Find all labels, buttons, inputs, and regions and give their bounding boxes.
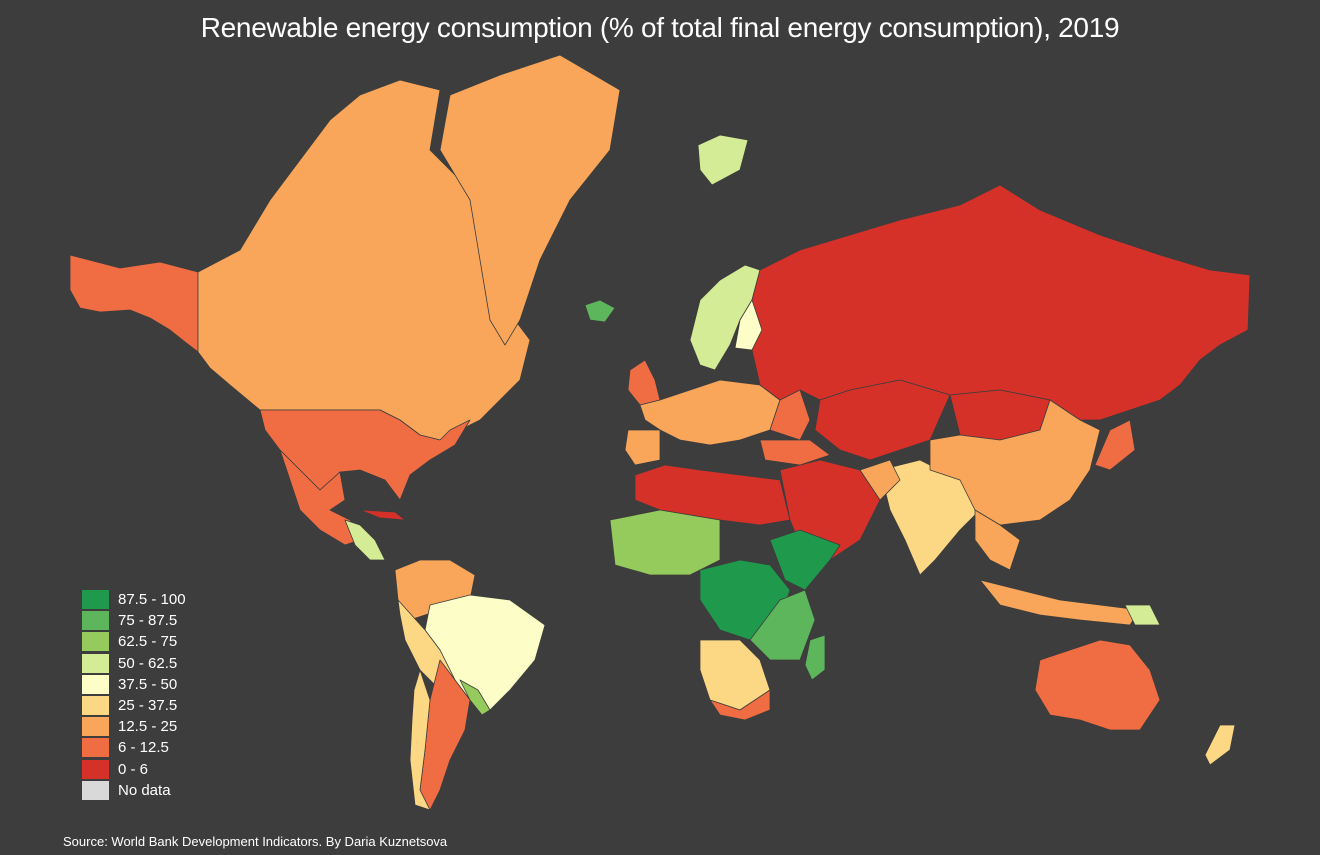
region-pakistan bbox=[859, 459, 901, 501]
region-japan bbox=[1094, 419, 1136, 471]
region-iberia bbox=[624, 429, 661, 466]
region-central-america bbox=[344, 519, 386, 561]
legend-item: 0 - 6 bbox=[82, 759, 186, 780]
region-cuba bbox=[359, 509, 406, 521]
legend-label: 75 - 87.5 bbox=[118, 612, 178, 630]
legend-item: 25 - 37.5 bbox=[82, 695, 186, 716]
legend-swatch bbox=[82, 696, 109, 716]
legend-label: 87.5 - 100 bbox=[118, 591, 186, 609]
legend-label: 62.5 - 75 bbox=[118, 633, 178, 651]
legend-item: 75 - 87.5 bbox=[82, 610, 186, 631]
legend-swatch bbox=[82, 632, 109, 652]
region-south-africa bbox=[709, 689, 771, 721]
legend-item: 62.5 - 75 bbox=[82, 631, 186, 652]
legend-label: 50 - 62.5 bbox=[118, 654, 178, 672]
region-iceland bbox=[584, 299, 616, 323]
region-greenland bbox=[439, 54, 621, 346]
region-papua bbox=[1124, 604, 1161, 626]
region-chile bbox=[409, 669, 431, 811]
region-kazakhstan-central-asia bbox=[814, 379, 951, 461]
legend-swatch bbox=[82, 653, 109, 673]
legend-label: 25 - 37.5 bbox=[118, 697, 178, 715]
region-east-africa bbox=[749, 589, 816, 661]
region-uk-ireland bbox=[627, 359, 661, 406]
region-australia bbox=[1034, 639, 1161, 731]
legend-swatch bbox=[82, 780, 109, 800]
legend-item: 87.5 - 100 bbox=[82, 589, 186, 610]
legend-swatch bbox=[82, 611, 109, 631]
region-madagascar bbox=[804, 634, 826, 681]
legend-item: No data bbox=[82, 780, 186, 801]
region-horn-of-africa bbox=[769, 529, 841, 591]
region-alaska bbox=[69, 254, 199, 353]
region-paraguay-uruguay bbox=[459, 679, 491, 716]
region-mexico bbox=[279, 449, 361, 546]
legend-item: 37.5 - 50 bbox=[82, 674, 186, 695]
region-svalbard bbox=[697, 134, 749, 186]
region-west-africa bbox=[609, 509, 721, 576]
region-russia bbox=[751, 184, 1251, 421]
map-legend: 87.5 - 100 75 - 87.5 62.5 - 75 50 - 62.5… bbox=[82, 589, 186, 801]
region-western-europe bbox=[639, 379, 781, 446]
region-north-africa bbox=[634, 464, 791, 526]
legend-swatch bbox=[82, 717, 109, 737]
legend-label: 12.5 - 25 bbox=[118, 718, 178, 736]
legend-swatch bbox=[82, 738, 109, 758]
legend-label: 0 - 6 bbox=[118, 760, 149, 778]
legend-item: 6 - 12.5 bbox=[82, 737, 186, 758]
legend-swatch bbox=[82, 590, 109, 610]
page-title: Renewable energy consumption (% of total… bbox=[200, 12, 1120, 43]
legend-swatch bbox=[82, 674, 109, 694]
legend-item: 50 - 62.5 bbox=[82, 653, 186, 674]
region-indonesia bbox=[979, 579, 1141, 626]
region-new-zealand bbox=[1204, 724, 1236, 766]
legend-label: 6 - 12.5 bbox=[118, 739, 169, 757]
region-southeast-asia bbox=[974, 509, 1021, 571]
region-turkey bbox=[759, 439, 831, 466]
legend-label: No data bbox=[118, 781, 171, 799]
legend-swatch bbox=[82, 759, 109, 779]
source-note: Source: World Bank Development Indicator… bbox=[63, 834, 448, 849]
region-china bbox=[929, 399, 1101, 526]
legend-item: 12.5 - 25 bbox=[82, 716, 186, 737]
legend-label: 37.5 - 50 bbox=[118, 675, 178, 693]
